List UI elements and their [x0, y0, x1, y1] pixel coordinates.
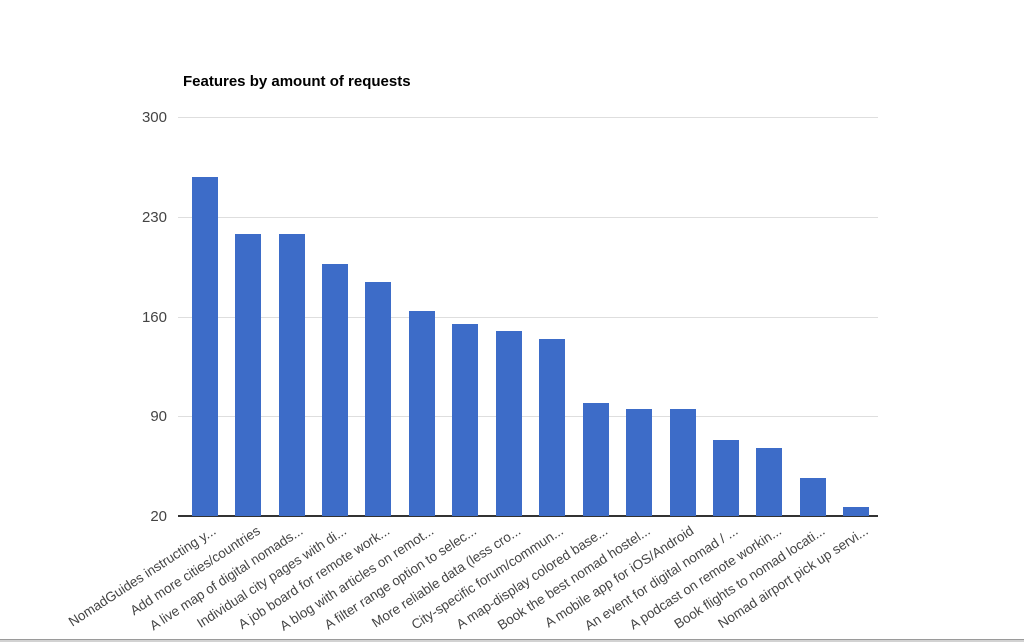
bar	[452, 323, 479, 516]
gridline	[178, 216, 878, 218]
gridline	[178, 316, 878, 318]
bar	[235, 233, 262, 516]
bar	[712, 440, 739, 516]
bar	[756, 447, 783, 516]
y-tick-label: 20	[150, 508, 167, 525]
plot-area	[178, 117, 878, 517]
gridline	[178, 416, 878, 418]
y-tick-label: 230	[141, 208, 167, 226]
gridline	[178, 117, 878, 118]
bar	[191, 176, 218, 516]
bar	[278, 233, 305, 516]
bar	[799, 477, 826, 516]
bar	[495, 330, 522, 516]
bar	[582, 403, 609, 516]
y-tick-label: 300	[141, 109, 167, 126]
y-tick-label: 160	[141, 308, 167, 326]
bar	[539, 339, 566, 516]
chart-title: Features by amount of requests	[183, 73, 411, 90]
x-axis-baseline	[178, 515, 878, 517]
bar	[365, 282, 392, 516]
bar	[408, 310, 435, 516]
bar	[626, 409, 653, 516]
bar	[669, 409, 696, 516]
bar	[843, 507, 870, 516]
window-bottom-edge	[0, 639, 1024, 642]
y-tick-label: 90	[150, 408, 167, 426]
bar	[322, 263, 349, 516]
